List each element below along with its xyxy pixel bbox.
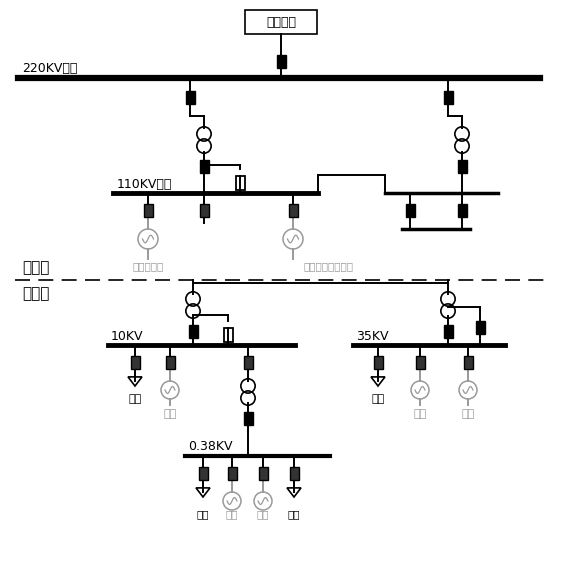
Text: 110KV毛线: 110KV毛线 xyxy=(117,177,173,191)
Bar xyxy=(464,355,473,369)
Bar xyxy=(200,204,209,216)
Bar xyxy=(475,320,484,333)
Bar xyxy=(243,355,252,369)
Bar xyxy=(457,204,466,216)
Bar xyxy=(457,160,466,173)
Bar xyxy=(443,91,452,103)
Text: 储能: 储能 xyxy=(461,409,475,419)
Text: 0.38KV: 0.38KV xyxy=(188,440,233,453)
Text: 负载: 负载 xyxy=(288,509,300,519)
Bar xyxy=(130,355,139,369)
Bar xyxy=(415,355,424,369)
Bar xyxy=(259,467,268,479)
Bar xyxy=(243,412,252,425)
Bar xyxy=(289,467,298,479)
Text: 其他电网: 其他电网 xyxy=(266,15,296,29)
Bar xyxy=(406,204,415,216)
Bar xyxy=(165,355,174,369)
Text: 配电网: 配电网 xyxy=(22,286,49,301)
Bar xyxy=(277,55,285,68)
Bar xyxy=(443,324,452,338)
Text: 35KV: 35KV xyxy=(356,329,388,343)
Text: 负载: 负载 xyxy=(371,394,384,404)
Bar xyxy=(200,160,209,173)
Bar xyxy=(224,328,233,342)
Bar xyxy=(143,204,152,216)
Text: 220KV毛线: 220KV毛线 xyxy=(22,63,78,76)
Text: 负载: 负载 xyxy=(197,509,209,519)
Text: 10KV: 10KV xyxy=(111,329,143,343)
Text: 光伏: 光伏 xyxy=(257,509,269,519)
Bar xyxy=(288,204,297,216)
Text: 输电网: 输电网 xyxy=(22,261,49,276)
Bar xyxy=(235,176,244,190)
Text: 负载: 负载 xyxy=(128,394,142,404)
Text: 大型光伏站: 大型光伏站 xyxy=(133,261,164,271)
Text: 光伏: 光伏 xyxy=(164,409,176,419)
Bar xyxy=(185,91,194,103)
Bar xyxy=(188,324,197,338)
Bar xyxy=(228,467,237,479)
Text: 输电网级储能系统: 输电网级储能系统 xyxy=(303,261,353,271)
Bar xyxy=(374,355,383,369)
Text: 光伏: 光伏 xyxy=(414,409,427,419)
Bar xyxy=(245,10,317,34)
Bar xyxy=(198,467,207,479)
Text: 储能: 储能 xyxy=(226,509,238,519)
